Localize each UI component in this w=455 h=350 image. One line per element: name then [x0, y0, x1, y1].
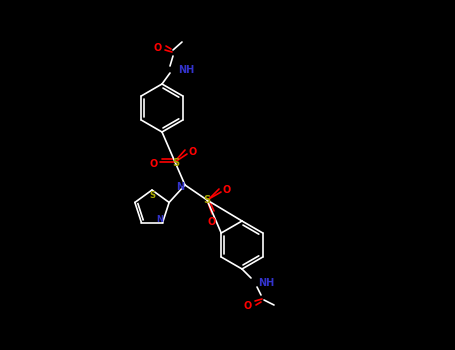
Text: NH: NH	[258, 278, 274, 288]
Text: S: S	[149, 190, 155, 199]
Text: O: O	[150, 159, 158, 169]
Text: O: O	[154, 43, 162, 53]
Text: NH: NH	[178, 65, 194, 75]
Text: N: N	[176, 182, 184, 192]
Text: S: S	[203, 195, 211, 205]
Text: O: O	[189, 147, 197, 157]
Text: O: O	[223, 185, 231, 195]
Text: O: O	[244, 301, 252, 311]
Text: N: N	[156, 215, 163, 224]
Text: S: S	[172, 158, 180, 168]
Text: O: O	[208, 217, 216, 227]
